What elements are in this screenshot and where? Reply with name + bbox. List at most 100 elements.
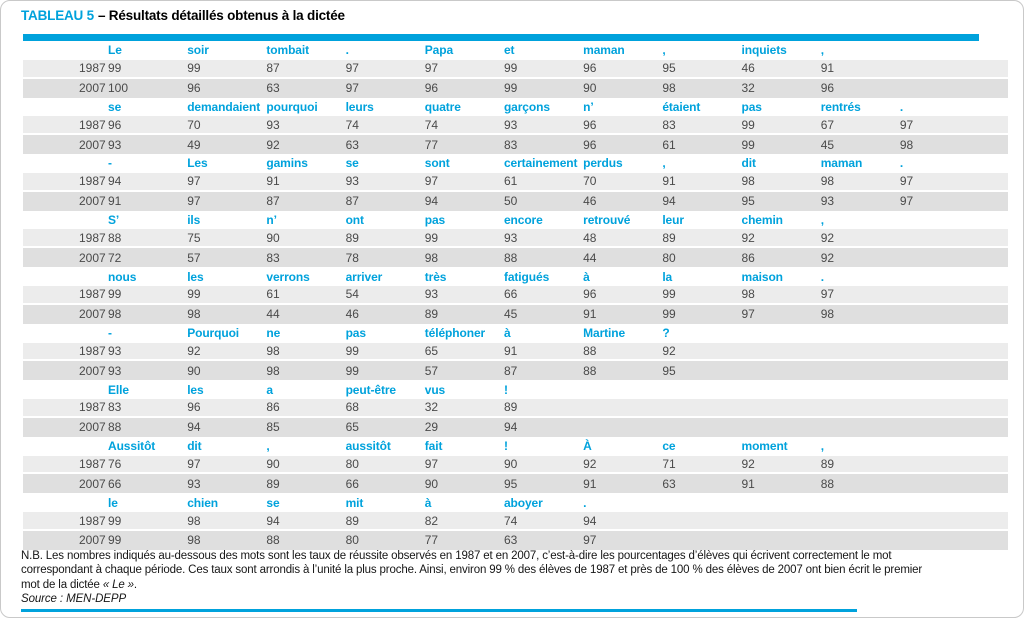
value-cell: 46 xyxy=(583,194,597,209)
year-label: 2007 xyxy=(79,533,106,548)
value-cell: 93 xyxy=(503,117,518,132)
value-cell: 97 xyxy=(187,194,201,209)
value-cell: 91 xyxy=(108,194,122,209)
word-cell: peut-être xyxy=(345,382,397,397)
value-cell: 90 xyxy=(503,456,518,471)
value-cell: 92 xyxy=(741,456,755,471)
value-cell: 86 xyxy=(741,250,755,265)
word-cell: a xyxy=(266,382,273,397)
value-cell: 94 xyxy=(266,513,280,528)
word-cell: dit xyxy=(741,156,756,171)
value-cell: 98 xyxy=(266,343,280,358)
values-row-2007: 2007 98 98 44 46 89 45 91 99 97 98 xyxy=(23,304,1008,324)
word-cell: pas xyxy=(345,326,366,341)
value-cell: 87 xyxy=(345,194,359,209)
value-cell: 48 xyxy=(583,230,597,245)
value-cell: 92 xyxy=(662,343,676,358)
word-cell: n’ xyxy=(583,99,594,114)
word-cell: fatigués xyxy=(503,269,550,284)
word-cell: très xyxy=(424,269,447,284)
value-cell: 94 xyxy=(187,420,201,435)
value-cell: 96 xyxy=(583,61,597,76)
value-cell: 61 xyxy=(266,287,280,302)
value-cell: 29 xyxy=(424,420,439,435)
word-cell: verrons xyxy=(266,269,310,284)
value-cell: 93 xyxy=(820,194,835,209)
value-cell: 32 xyxy=(424,400,439,415)
year-label: 2007 xyxy=(79,307,106,322)
values-row-2007: 2007 100 96 63 97 96 99 90 98 32 96 xyxy=(23,78,1008,98)
word-cell: à xyxy=(583,269,590,284)
word-cell: chien xyxy=(187,495,219,510)
year-label: 2007 xyxy=(79,137,106,152)
values-row-1987: 1987 76 97 90 80 97 90 92 71 92 89 xyxy=(23,455,1008,475)
value-cell: 49 xyxy=(187,137,201,152)
word-row: le chien se mit à aboyer. xyxy=(23,493,1008,512)
value-cell: 97 xyxy=(820,287,835,302)
value-cell: 98 xyxy=(899,137,914,152)
value-cell: 100 xyxy=(108,81,129,96)
word-cell: encore xyxy=(503,213,543,228)
value-cell: 92 xyxy=(583,456,597,471)
word-cell: Le xyxy=(108,43,122,58)
value-cell: 45 xyxy=(503,307,518,322)
values-row-2007: 2007 88 94 85 65 29 94 xyxy=(23,417,1008,437)
word-cell: quatre xyxy=(424,99,461,114)
year-label: 2007 xyxy=(79,250,106,265)
value-cell: 99 xyxy=(187,61,201,76)
word-cell: sont xyxy=(424,156,450,171)
word-cell: ! xyxy=(503,382,508,397)
value-cell: 87 xyxy=(503,363,518,378)
value-cell: 87 xyxy=(266,194,280,209)
value-cell: 97 xyxy=(345,61,359,76)
value-cell: 46 xyxy=(345,307,359,322)
word-cell: Papa xyxy=(424,43,454,58)
word-cell: ? xyxy=(662,326,670,341)
word-cell: retrouvé xyxy=(583,213,631,228)
value-cell: 97 xyxy=(899,194,914,209)
table-footnote: N.B. Les nombres indiqués au-dessous des… xyxy=(21,549,1016,592)
value-cell: 92 xyxy=(820,250,835,265)
word-cell: Pourquoi xyxy=(187,326,240,341)
value-cell: 98 xyxy=(741,287,755,302)
value-cell: 99 xyxy=(741,137,755,152)
values-row-2007: 2007 91 97 87 87 94 50 46 94 95 93 97 xyxy=(23,191,1008,211)
value-cell: 99 xyxy=(662,307,676,322)
word-cell: gamins xyxy=(266,156,308,171)
word-cell: Martine xyxy=(583,326,626,341)
value-cell: 83 xyxy=(503,137,518,152)
values-row-2007: 2007 93 49 92 63 77 83 96 61 99 45 98 xyxy=(23,135,1008,155)
value-cell: 88 xyxy=(108,230,122,245)
value-cell: 63 xyxy=(662,476,676,491)
word-cell: et xyxy=(503,43,515,58)
value-cell: 97 xyxy=(424,174,439,189)
value-cell: 61 xyxy=(503,174,518,189)
word-cell: - xyxy=(108,326,112,341)
value-cell: 67 xyxy=(820,117,835,132)
value-cell: 68 xyxy=(345,400,359,415)
value-cell: 66 xyxy=(108,476,122,491)
value-cell: 90 xyxy=(187,363,201,378)
value-cell: 83 xyxy=(108,400,122,415)
value-cell: 98 xyxy=(820,307,835,322)
values-row-1987: 1987 93 92 98 99 65 91 88 92 xyxy=(23,342,1008,362)
year-label: 1987 xyxy=(79,61,106,76)
word-cell: tombait xyxy=(266,43,310,58)
value-cell: 66 xyxy=(503,287,518,302)
value-cell: 91 xyxy=(583,476,597,491)
word-cell: ce xyxy=(662,439,676,454)
value-cell: 74 xyxy=(345,117,359,132)
value-cell: 71 xyxy=(662,456,676,471)
word-cell: À xyxy=(583,439,592,454)
value-cell: 88 xyxy=(108,420,122,435)
value-cell: 96 xyxy=(583,287,597,302)
word-cell: ils xyxy=(187,213,201,228)
bottom-rule xyxy=(21,609,857,612)
word-cell: vus xyxy=(424,382,446,397)
value-cell: 63 xyxy=(503,533,518,548)
word-row: Elle les a peut-être vus! xyxy=(23,380,1008,399)
value-cell: 98 xyxy=(108,307,122,322)
value-cell: 89 xyxy=(662,230,676,245)
value-cell: 96 xyxy=(187,81,201,96)
value-cell: 92 xyxy=(820,230,835,245)
